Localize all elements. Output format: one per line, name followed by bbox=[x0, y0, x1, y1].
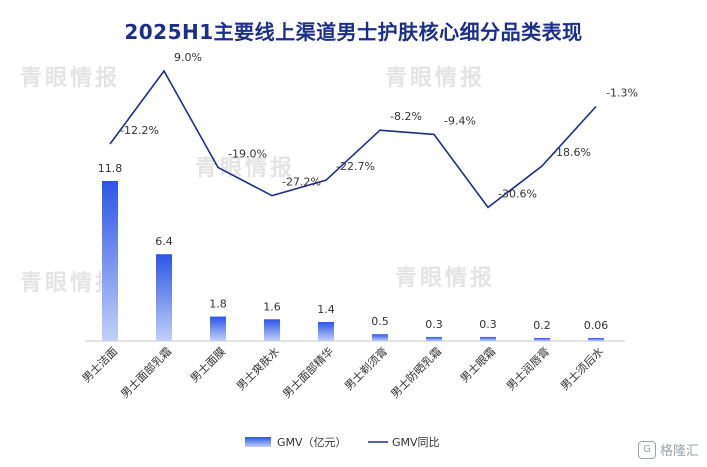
x-tick-label: 男士须后水 bbox=[558, 345, 606, 393]
logo-icon: G bbox=[637, 440, 656, 459]
bar bbox=[264, 319, 280, 341]
watermark: 青眼情报 bbox=[20, 66, 121, 91]
watermark: 青眼情报 bbox=[395, 266, 496, 291]
corner-logo: G 格隆汇 bbox=[637, 440, 699, 459]
x-tick-label: 男士润唇膏 bbox=[503, 344, 552, 393]
yoy-line bbox=[109, 69, 597, 209]
bar-value-label: 0.2 bbox=[533, 319, 551, 332]
bar bbox=[102, 181, 118, 341]
line-value-label: -27.2% bbox=[282, 176, 321, 189]
x-tick-label: 男士洁面 bbox=[80, 345, 120, 385]
legend-line-label: GMV同比 bbox=[392, 436, 440, 449]
bar-value-label: 0.06 bbox=[584, 319, 609, 332]
bar-value-label: 6.4 bbox=[155, 235, 173, 248]
x-tick-label: 男士防晒乳霜 bbox=[388, 344, 445, 401]
line-value-label: 9.0% bbox=[174, 51, 202, 64]
bar bbox=[156, 254, 172, 341]
watermark: 青眼情报 bbox=[195, 156, 296, 181]
chart-title: 2025H1主要线上渠道男士护肤核心细分品类表现 bbox=[124, 20, 583, 44]
bar bbox=[426, 336, 442, 341]
line-value-label: -19.0% bbox=[228, 147, 267, 160]
bar-value-label: 0.3 bbox=[425, 318, 443, 331]
logo-text: 格隆汇 bbox=[659, 444, 699, 459]
bar bbox=[372, 334, 388, 341]
bar-value-label: 1.8 bbox=[209, 298, 227, 311]
bar bbox=[480, 336, 496, 341]
x-tick-label: 男士眼霜 bbox=[458, 345, 498, 385]
line-value-label: -30.6% bbox=[498, 187, 537, 200]
line-value-label: -18.6% bbox=[552, 146, 591, 159]
bar bbox=[318, 322, 334, 341]
line-value-label: -1.3% bbox=[606, 86, 638, 99]
x-tick-label: 男士爽肤水 bbox=[233, 344, 282, 393]
bar bbox=[210, 316, 226, 341]
watermark: 青眼情报 bbox=[385, 66, 486, 91]
x-tick-label: 男士面部乳霜 bbox=[118, 344, 175, 401]
bar-value-label: 0.3 bbox=[479, 318, 497, 331]
legend: GMV（亿元） GMV同比 bbox=[245, 436, 440, 449]
bar-value-label: 11.8 bbox=[98, 162, 123, 175]
bar-value-label: 0.5 bbox=[371, 315, 389, 328]
x-tick-label: 男士面部精华 bbox=[280, 344, 337, 401]
legend-bar-swatch bbox=[245, 437, 271, 447]
watermark: 青眼情报 bbox=[20, 271, 121, 296]
line-value-label: -8.2% bbox=[390, 110, 422, 123]
bar-value-label: 1.6 bbox=[263, 300, 281, 313]
x-tick-label: 男士剃须膏 bbox=[341, 344, 390, 393]
line-value-label: -12.2% bbox=[120, 124, 159, 137]
bar bbox=[588, 338, 604, 341]
line-value-label: -22.7% bbox=[336, 160, 375, 173]
bar bbox=[534, 338, 550, 341]
line-value-label: -9.4% bbox=[444, 114, 476, 127]
x-tick-label: 男士面膜 bbox=[188, 345, 228, 385]
legend-bar-label: GMV（亿元） bbox=[277, 436, 347, 449]
bar-value-label: 1.4 bbox=[317, 303, 335, 316]
